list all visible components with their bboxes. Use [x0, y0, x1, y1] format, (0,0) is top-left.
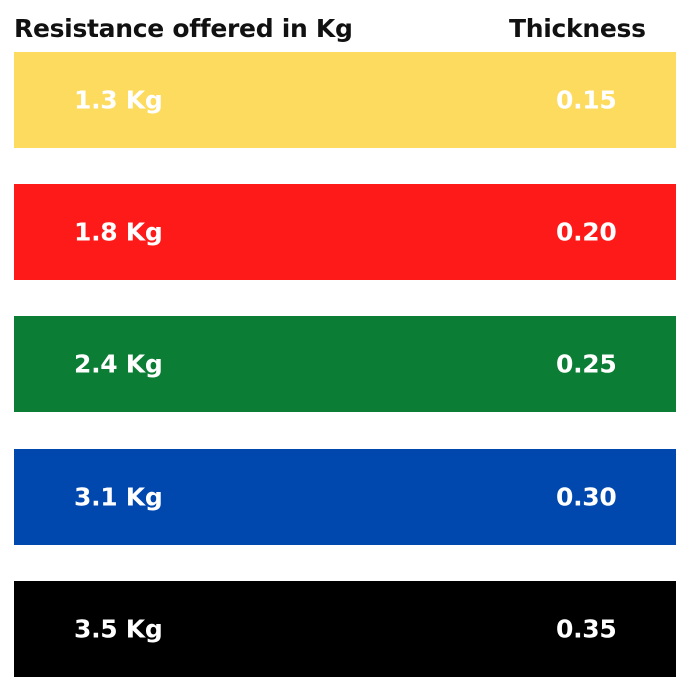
band-row-black: 3.5 Kg 0.35 [14, 581, 676, 677]
band-row-yellow: 1.3 Kg 0.15 [14, 52, 676, 148]
band-resistance-value: 2.4 Kg [74, 349, 163, 379]
resistance-column-header: Resistance offered in Kg [14, 14, 353, 43]
band-row-blue: 3.1 Kg 0.30 [14, 449, 676, 545]
band-thickness-value: 0.30 [556, 482, 617, 512]
band-row-green: 2.4 Kg 0.25 [14, 316, 676, 412]
band-resistance-value: 1.8 Kg [74, 217, 163, 247]
band-row-red: 1.8 Kg 0.20 [14, 184, 676, 280]
band-thickness-value: 0.20 [556, 217, 617, 247]
band-thickness-value: 0.35 [556, 614, 617, 644]
thickness-column-header: Thickness [509, 14, 646, 43]
band-thickness-value: 0.15 [556, 85, 617, 115]
band-resistance-value: 3.1 Kg [74, 482, 163, 512]
band-thickness-value: 0.25 [556, 349, 617, 379]
band-resistance-value: 1.3 Kg [74, 85, 163, 115]
table-header: Resistance offered in Kg Thickness [0, 14, 690, 50]
band-resistance-value: 3.5 Kg [74, 614, 163, 644]
